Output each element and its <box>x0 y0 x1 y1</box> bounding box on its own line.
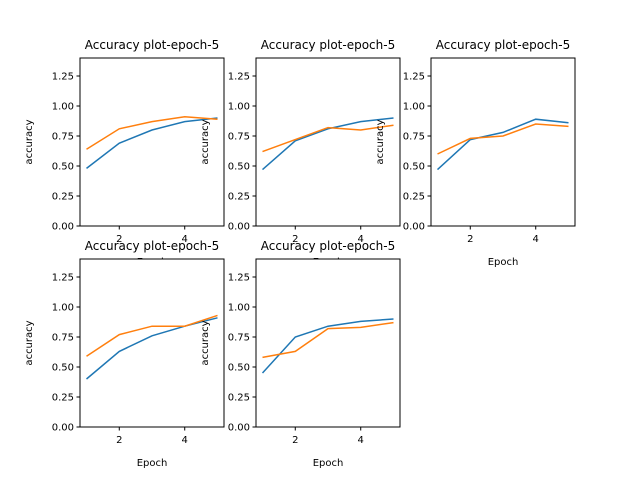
x-axis-label: Epoch <box>488 257 519 268</box>
y-tick-label: 1.00 <box>52 102 74 113</box>
x-tick-label: 2 <box>116 234 122 245</box>
y-tick-label: 1.00 <box>52 303 74 314</box>
x-tick-label: 2 <box>292 435 298 446</box>
y-tick-label: 0.50 <box>228 363 250 374</box>
x-tick-label: 4 <box>182 435 188 446</box>
chart-title: Accuracy plot-epoch-5 <box>85 239 219 253</box>
y-axis-label: accuracy <box>200 320 211 365</box>
chart-title: Accuracy plot-epoch-5 <box>85 38 219 52</box>
series-line-1 <box>436 118 569 171</box>
x-axis-label: Epoch <box>137 458 168 469</box>
y-tick-label: 0.75 <box>52 333 74 344</box>
y-tick-label: 0.75 <box>52 132 74 143</box>
series-line-2 <box>86 116 218 150</box>
y-axis-label: accuracy <box>24 320 35 365</box>
series-line-1 <box>261 318 394 374</box>
y-tick-label: 1.00 <box>228 303 250 314</box>
chart-title: Accuracy plot-epoch-5 <box>261 38 395 52</box>
plot-area <box>79 57 225 227</box>
x-tick-label: 4 <box>182 234 188 245</box>
plot-area <box>255 258 401 428</box>
y-tick-label: 0.50 <box>228 162 250 173</box>
y-tick-label: 1.00 <box>228 102 250 113</box>
y-axis-label: accuracy <box>375 119 386 164</box>
y-tick-label: 1.25 <box>52 72 74 83</box>
series-line-1 <box>86 117 218 169</box>
y-tick-label: 0.00 <box>228 222 250 233</box>
y-tick-label: 0.75 <box>228 333 250 344</box>
y-axis-label: accuracy <box>200 119 211 164</box>
y-tick-label: 0.25 <box>228 192 250 203</box>
chart-title: Accuracy plot-epoch-5 <box>261 239 395 253</box>
y-tick-label: 0.50 <box>52 162 74 173</box>
y-tick-label: 1.25 <box>52 273 74 284</box>
y-tick-label: 0.25 <box>52 192 74 203</box>
x-tick-label: 4 <box>358 234 364 245</box>
y-tick-label: 1.25 <box>228 72 250 83</box>
series-line-2 <box>86 314 218 357</box>
subplot-5: 0.00 0.25 0.50 0.75 1.00 1.25 2 4 Epoch accuracy A… <box>200 239 401 469</box>
y-tick-label: 0.00 <box>52 222 74 233</box>
x-tick-label: 2 <box>467 234 473 245</box>
plot-area <box>430 57 576 227</box>
y-tick-label: 0.25 <box>403 192 425 203</box>
series-line-2 <box>262 321 394 359</box>
y-tick-label: 0.75 <box>228 132 250 143</box>
y-tick-label: 1.00 <box>403 102 425 113</box>
x-tick-label: 2 <box>116 435 122 446</box>
subplot-1: 0.000.250.500.751.001.2524EpochaccuracyA… <box>24 38 225 268</box>
plot-area <box>79 258 225 428</box>
y-tick-label: 0.50 <box>403 162 425 173</box>
x-tick-label: 4 <box>533 234 539 245</box>
y-tick-label: 1.25 <box>403 72 425 83</box>
x-tick-label: 4 <box>358 435 364 446</box>
y-tick-label: 0.00 <box>403 222 425 233</box>
plot-area <box>255 57 401 227</box>
y-tick-label: 0.00 <box>52 423 74 434</box>
y-tick-label: 0.75 <box>403 132 425 143</box>
y-tick-label: 1.25 <box>228 273 250 284</box>
y-tick-label: 0.50 <box>52 363 74 374</box>
x-tick-label: 2 <box>292 234 298 245</box>
series-line-1 <box>262 117 394 171</box>
subplot-2: 0.000.250.500.751.001.2524EpochaccuracyA… <box>200 38 401 268</box>
x-axis-label: Epoch <box>313 458 344 469</box>
series-line-2 <box>262 124 394 153</box>
y-tick-label: 0.25 <box>228 393 250 404</box>
y-tick-label: 0.25 <box>52 393 74 404</box>
series-line-2 <box>437 123 569 155</box>
chart-title: Accuracy plot-epoch-5 <box>436 38 570 52</box>
y-axis-label: accuracy <box>24 119 35 164</box>
y-tick-label: 0.00 <box>228 423 250 434</box>
series-line-1 <box>86 317 218 380</box>
subplot-3: 0.00 0.25 0.50 0.75 1.00 1.25 2 4 Epoch accuracy A… <box>375 38 576 268</box>
subplot-4: 0.00 0.25 0.50 0.75 1.00 1.25 2 4 Epoch accuracy A… <box>24 239 225 469</box>
